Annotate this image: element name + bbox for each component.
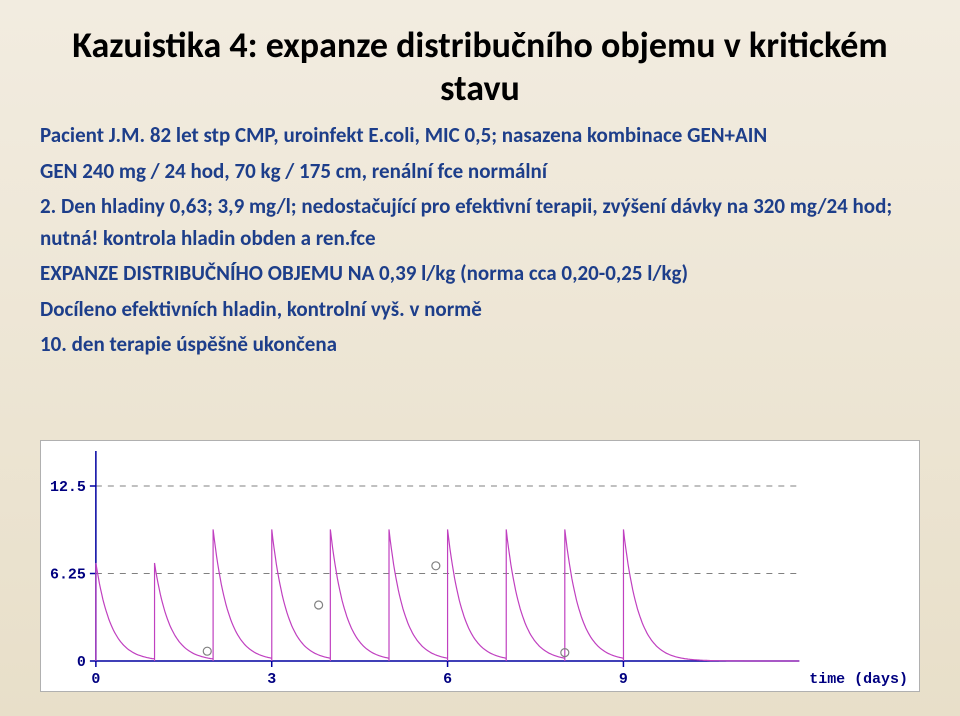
body-line: GEN 240 mg / 24 hod, 70 kg / 175 cm, ren… bbox=[40, 156, 920, 188]
svg-text:0: 0 bbox=[91, 672, 100, 688]
svg-text:6.25: 6.25 bbox=[50, 567, 86, 583]
svg-text:12.5: 12.5 bbox=[50, 480, 86, 496]
slide-title: Kazuistika 4: expanze distribučního obje… bbox=[40, 24, 920, 110]
svg-text:3: 3 bbox=[267, 672, 276, 688]
body-line: 10. den terapie úspěšně ukončena bbox=[40, 329, 920, 361]
body-line: EXPANZE DISTRIBUČNÍHO OBJEMU NA 0,39 l/k… bbox=[40, 258, 920, 290]
svg-text:9: 9 bbox=[619, 672, 628, 688]
body-line: Docíleno efektivních hladin, kontrolní v… bbox=[40, 294, 920, 326]
body-line: Pacient J.M. 82 let stp CMP, uroinfekt E… bbox=[40, 120, 920, 152]
svg-text:6: 6 bbox=[443, 672, 452, 688]
svg-text:0: 0 bbox=[77, 655, 86, 671]
svg-text:time (days): time (days) bbox=[809, 672, 908, 688]
body-line: 2. Den hladiny 0,63; 3,9 mg/l; nedostaču… bbox=[40, 191, 920, 254]
pk-chart: 0 3 6 9 time (days) 0 6.25 12.5 bbox=[40, 440, 920, 692]
body-text: Pacient J.M. 82 let stp CMP, uroinfekt E… bbox=[40, 120, 920, 361]
